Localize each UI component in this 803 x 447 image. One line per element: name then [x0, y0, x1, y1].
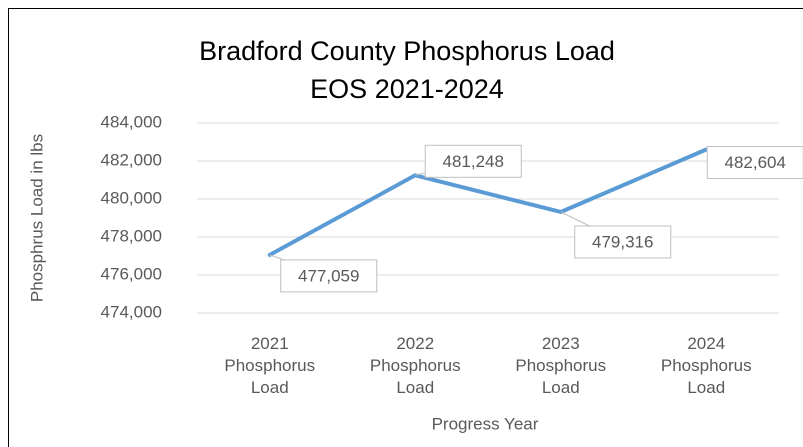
label-box: [574, 225, 672, 259]
label-box: [706, 146, 803, 180]
data-label: 481,248: [443, 152, 504, 171]
data-label: 482,604: [725, 153, 786, 172]
x-tick-label: 2023 Phosphorus Load: [515, 334, 607, 397]
y-tick-label: 480,000: [101, 188, 162, 207]
x-tick-label: 2022 Phosphorus Load: [369, 334, 461, 397]
y-tick-label: 474,000: [101, 302, 162, 321]
x-tick-label: 2024 Phosphorus Load: [660, 334, 752, 397]
chart-title: Bradford County Phosphorus Load EOS 2021…: [199, 36, 615, 104]
data-line: [267, 147, 709, 257]
label-box: [280, 259, 378, 293]
chart-border: [8, 8, 803, 447]
data-label: 477,059: [298, 266, 359, 285]
y-axis-title: Phosphrus Load in lbs: [27, 134, 46, 302]
y-tick-label: 484,000: [101, 112, 162, 131]
label-box: [424, 144, 522, 178]
y-tick-label: 482,000: [101, 150, 162, 169]
y-tick-label: 476,000: [101, 264, 162, 283]
y-tick-label: 478,000: [101, 226, 162, 245]
x-axis-title: Progress Year: [432, 414, 539, 433]
x-tick-label: 2021 Phosphorus Load: [224, 334, 316, 397]
data-label: 479,316: [592, 232, 653, 251]
